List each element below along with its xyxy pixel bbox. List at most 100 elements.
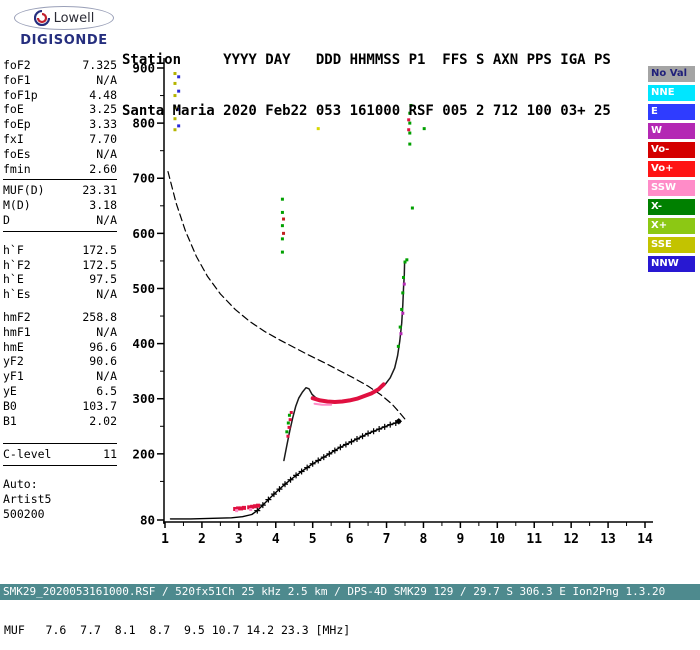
param-label: h`F (3, 242, 24, 257)
header-field-names-line: Station YYYY DAY DDD HHMMSS P1 FFS S AXN… (122, 52, 611, 68)
param-row-b0: B0 103.7 (3, 399, 117, 414)
param-value: N/A (96, 287, 117, 302)
legend-item-ssw: SSW (648, 180, 695, 196)
svg-text:1: 1 (161, 532, 169, 547)
param-row-d: D N/A (3, 213, 117, 228)
scaled-parameters-panel: foF2 7.325 foF1 N/A foF1p 4.48 foE 3.25 foEp 3.33… (3, 58, 117, 522)
header-values-line: Santa Maria 2020 Feb22 053 161000 RSF 00… (122, 103, 611, 119)
param-label: MUF(D) (3, 183, 45, 198)
param-row-yf2: yF2 90.6 (3, 354, 117, 369)
logo-oval: Lowell (14, 6, 114, 30)
param-label: foE (3, 102, 24, 117)
param-value: 7.325 (82, 58, 117, 72)
param-row-fof2: foF2 7.325 (3, 58, 117, 73)
legend-item-nne: NNE (648, 85, 695, 101)
legend-item-voplus: Vo+ (648, 161, 695, 177)
muf-distance-table: D 100 200 400 600 800 1000 1500 3000 [km… (4, 559, 350, 650)
lowell-digisonde-logo: Lowell DIGISONDE (8, 6, 120, 48)
legend-item-xplus: X+ (648, 218, 695, 234)
param-row-ye: yE 6.5 (3, 384, 117, 399)
svg-text:8: 8 (420, 532, 428, 547)
svg-text:500: 500 (132, 281, 155, 296)
svg-text:2: 2 (198, 532, 206, 547)
svg-text:3: 3 (235, 532, 243, 547)
param-label: fmin (3, 161, 31, 176)
svg-text:900: 900 (132, 61, 155, 76)
param-row-foe: foE 3.25 (3, 102, 117, 117)
svg-text:600: 600 (132, 226, 155, 241)
param-label: B1 (3, 413, 17, 428)
panel-footer-line: Artist5 (3, 491, 52, 506)
param-label: fxI (3, 131, 24, 146)
param-row-hmf1: hmF1 N/A (3, 325, 117, 340)
muf-row: MUF 7.6 7.7 8.1 8.7 9.5 10.7 14.2 23.3 [… (4, 623, 351, 637)
param-row-fof1: foF1 N/A (3, 73, 117, 88)
param-value: 7.70 (89, 131, 117, 146)
param-label: hmF2 (3, 309, 31, 324)
svg-text:700: 700 (132, 171, 155, 186)
legend-item-w: W (648, 123, 695, 139)
param-value: N/A (96, 72, 117, 87)
logo-brand-text: Lowell (53, 10, 95, 26)
logo-product-text: DIGISONDE (20, 33, 108, 48)
param-row-fmin: fmin 2.60 (3, 162, 117, 177)
param-value: 97.5 (89, 272, 117, 287)
param-value: 2.60 (89, 161, 117, 176)
svg-text:6: 6 (346, 532, 354, 547)
panel-separator (3, 230, 117, 232)
param-row-foes: foEs N/A (3, 147, 117, 162)
param-label: B0 (3, 398, 17, 413)
svg-text:800: 800 (132, 116, 155, 131)
param-label: foEs (3, 146, 31, 161)
panel-footer-line: Auto: (3, 477, 38, 492)
param-value: N/A (96, 146, 117, 161)
param-value: 23.31 (82, 183, 117, 198)
panel-separator (3, 465, 117, 467)
logo-swirl-icon (33, 10, 50, 26)
panel-footer-line: 500200 (3, 506, 45, 521)
panel-separator (3, 179, 117, 181)
param-row-yf1: yF1 N/A (3, 369, 117, 384)
param-value: 3.18 (89, 198, 117, 213)
svg-text:13: 13 (600, 532, 616, 547)
legend-item-sse: SSE (648, 237, 695, 253)
param-label: C-level (3, 447, 52, 462)
svg-text:7: 7 (383, 532, 391, 547)
param-label: foF2 (3, 58, 31, 72)
param-row-foep: foEp 3.33 (3, 117, 117, 132)
svg-text:400: 400 (132, 336, 155, 351)
param-label: h`F2 (3, 257, 31, 272)
param-label: foF1p (3, 87, 38, 102)
legend-item-vominus: Vo- (648, 142, 695, 158)
param-value: 258.8 (82, 309, 117, 324)
param-value: 3.33 (89, 117, 117, 132)
param-label: yF1 (3, 369, 24, 384)
param-value: 90.6 (89, 354, 117, 369)
param-value: 96.6 (89, 339, 117, 354)
param-value: 11 (103, 447, 117, 462)
param-value: N/A (96, 324, 117, 339)
param-row-hf: h`F 172.5 (3, 243, 117, 258)
param-row-mufd: MUF(D) 23.31 (3, 183, 117, 198)
svg-text:12: 12 (563, 532, 579, 547)
param-value: N/A (96, 369, 117, 384)
param-row-fof1p: foF1p 4.48 (3, 88, 117, 103)
svg-text:80: 80 (140, 513, 155, 528)
param-label: hmE (3, 339, 24, 354)
legend-item-e: E (648, 104, 695, 120)
param-value: N/A (96, 212, 117, 227)
status-bar: SMK29_2020053161000.RSF / 520fx51Ch 25 k… (0, 584, 700, 600)
param-row-b1: B1 2.02 (3, 414, 117, 429)
param-row-he: h`E 97.5 (3, 272, 117, 287)
param-row-hmf2: hmF2 258.8 (3, 310, 117, 325)
svg-text:11: 11 (526, 532, 542, 547)
param-label: h`Es (3, 287, 31, 302)
param-row-clevel: C-level 11 (3, 447, 117, 462)
svg-text:200: 200 (132, 446, 155, 461)
legend-item-noval: No Val (648, 66, 695, 82)
legend-item-xminus: X- (648, 199, 695, 215)
param-label: yF2 (3, 354, 24, 369)
param-value: 4.48 (89, 87, 117, 102)
svg-text:14: 14 (637, 532, 653, 547)
